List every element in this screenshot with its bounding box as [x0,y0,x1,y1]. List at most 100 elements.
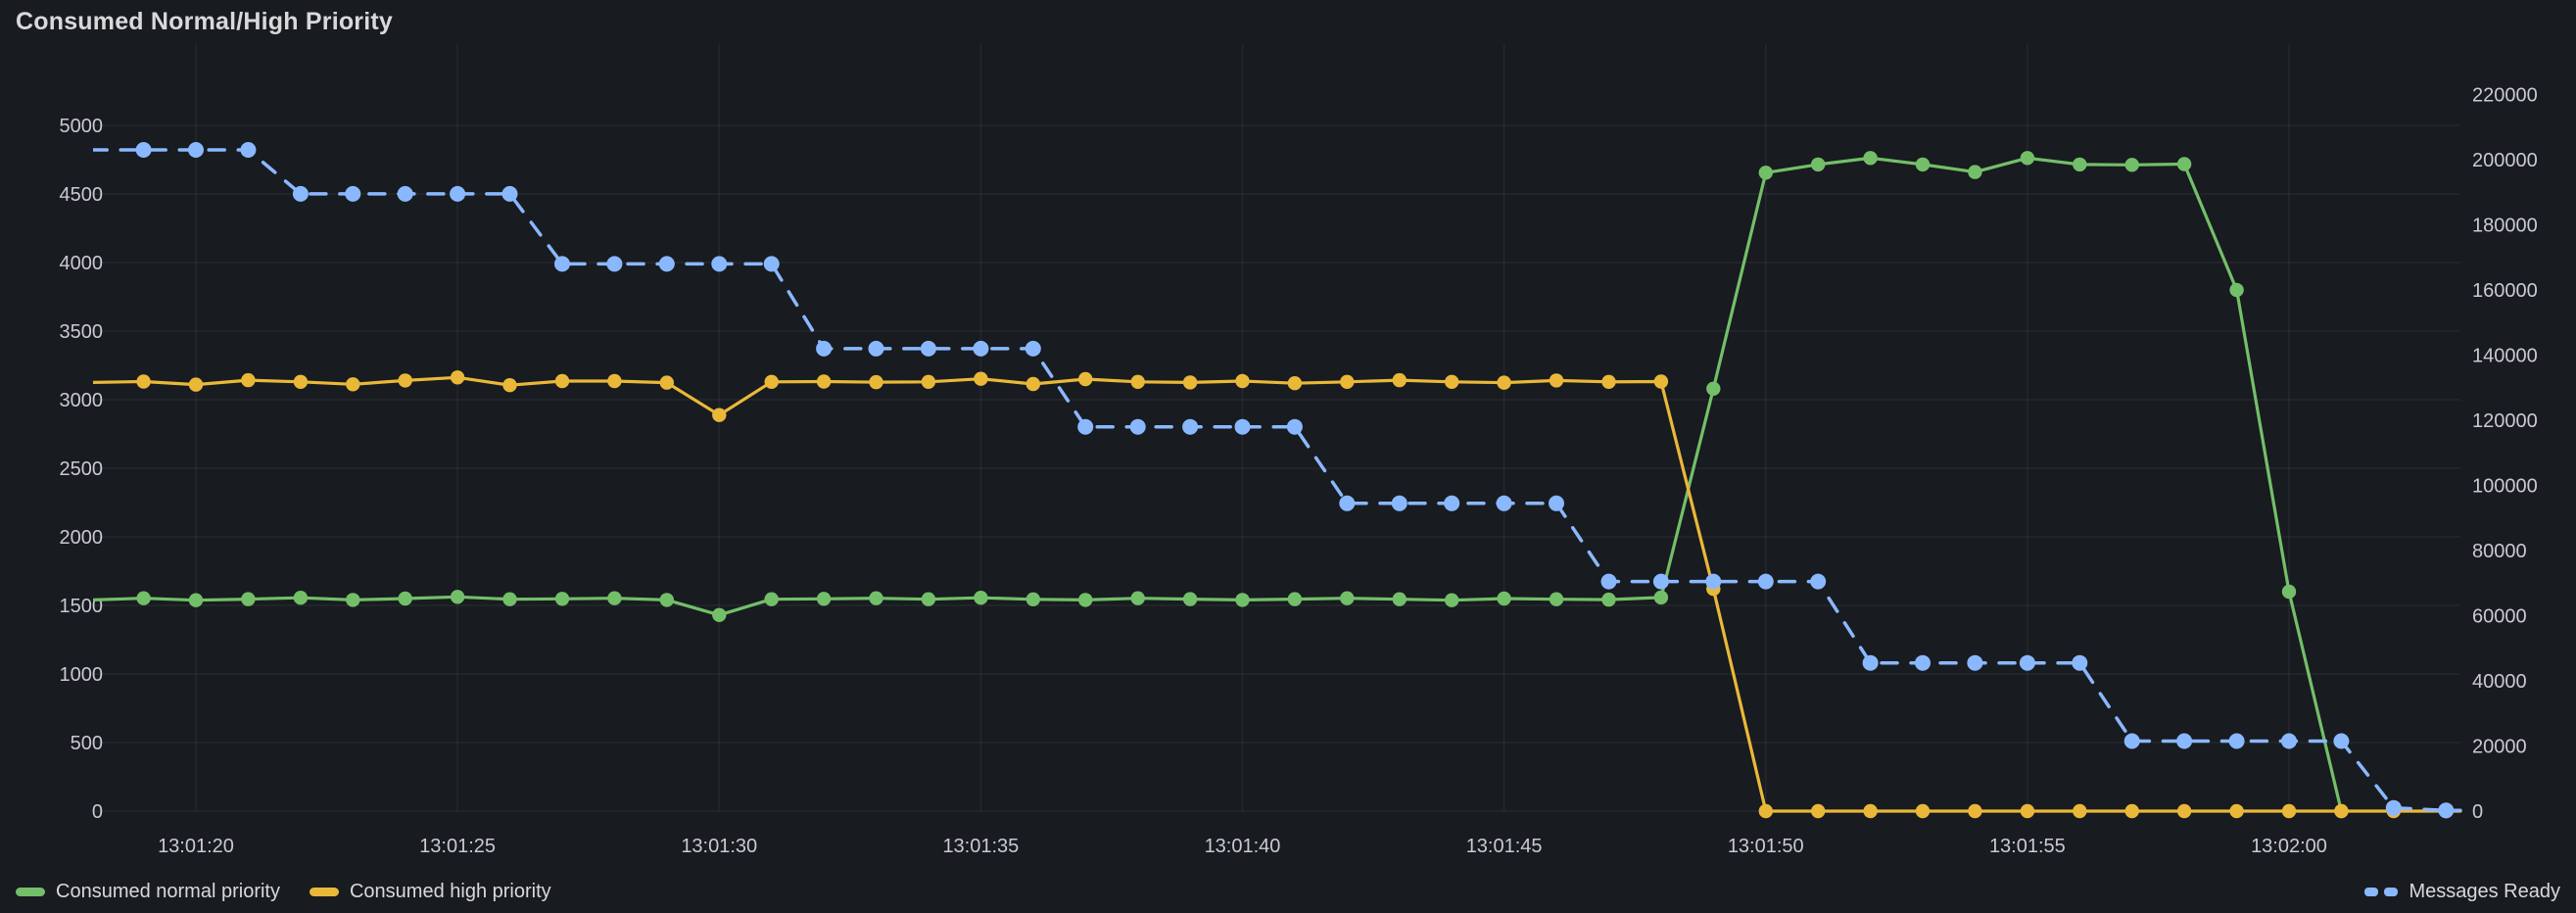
data-point [1968,803,1982,819]
y-right-tick-label: 120000 [2472,410,2538,432]
series-swatch-blue-dashed [2364,887,2399,896]
data-point [292,185,309,202]
data-point [1391,495,1407,511]
x-tick-label: 13:01:20 [158,836,234,857]
data-point [1392,372,1407,388]
data-point [1705,573,1722,590]
data-point [2334,803,2349,819]
data-point [711,256,728,272]
data-point [763,256,780,272]
y-right-tick-label: 20000 [2472,737,2527,758]
data-point [816,592,832,606]
data-point [398,591,412,606]
data-point [1811,157,1826,172]
data-point [2176,733,2193,749]
data-point [1445,593,1459,607]
legend-right-group: Messages Ready [2364,881,2560,903]
legend: Consumed normal priority Consumed high p… [16,875,2560,908]
data-point [1392,592,1407,606]
data-point [345,185,361,202]
data-point [1862,654,1879,671]
data-point [2073,803,2087,819]
data-point [1549,495,1564,511]
series-messages-ready[interactable] [91,142,2462,819]
series-consumed-high-priority[interactable] [91,370,2462,819]
data-point [2281,733,2297,749]
data-point [1339,495,1356,511]
data-point [2020,151,2035,166]
x-tick-label: 13:01:55 [1989,836,2066,857]
data-point [1026,592,1041,606]
y-left-tick-label: 1500 [60,596,104,617]
data-point [241,372,256,388]
data-point [293,591,309,605]
data-point [2281,803,2297,819]
data-point [554,592,570,606]
data-point [136,591,151,605]
y-right-tick-label: 40000 [2472,671,2527,693]
data-point [1234,418,1251,435]
data-point [606,256,623,272]
y-left-tick-label: 0 [92,801,103,823]
data-point [2124,158,2139,172]
data-point [1601,592,1616,607]
y-left-tick-label: 4500 [60,184,104,206]
data-point [1497,375,1511,390]
data-point [2438,802,2455,819]
data-point [1810,573,1827,590]
data-point [1235,593,1250,607]
data-point [1287,376,1303,391]
data-point [1757,573,1774,590]
x-tick-label: 13:01:35 [942,836,1019,857]
legend-left-group: Consumed normal priority Consumed high p… [16,881,551,903]
data-point [1758,166,1774,180]
y-right-tick-label: 180000 [2472,216,2538,237]
y-right-tick-label: 80000 [2472,541,2527,562]
legend-item-consumed-high-priority[interactable]: Consumed high priority [309,881,551,903]
legend-label: Consumed normal priority [56,880,280,902]
y-left-tick-label: 2000 [60,527,104,549]
data-point [1863,803,1878,819]
data-point [2176,157,2192,171]
y-right-tick-label: 0 [2472,801,2483,823]
legend-item-consumed-normal-priority[interactable]: Consumed normal priority [16,881,280,903]
data-point [1811,803,1826,819]
data-point [136,374,151,389]
data-point [607,591,622,605]
data-point [712,607,727,622]
data-point [346,593,360,607]
series-line [93,375,2462,813]
data-point [397,185,413,202]
data-point [764,374,779,389]
data-point [1600,573,1617,590]
data-point [1968,165,1982,179]
data-point [1967,654,1983,671]
data-point [241,592,256,606]
data-point [1652,573,1669,590]
panel-title[interactable]: Consumed Normal/High Priority [16,8,394,35]
series-consumed-normal-priority[interactable] [91,151,2349,819]
data-point [450,370,465,385]
x-axis-labels: 13:01:20 13:01:25 13:01:30 13:01:35 13:01:40… [158,836,2327,857]
data-point [1653,590,1669,605]
data-point [188,377,204,392]
data-point [1182,375,1198,390]
data-point [921,592,936,606]
data-point [502,592,517,606]
legend-item-messages-ready[interactable]: Messages Ready [2364,881,2560,903]
x-tick-label: 13:01:45 [1466,836,1543,857]
data-point [1235,373,1250,389]
series-layer[interactable] [91,142,2462,819]
data-point [2073,157,2087,172]
data-point [712,408,727,422]
data-point [2176,803,2192,819]
data-point [1130,591,1145,605]
data-point [2385,799,2402,816]
data-point [921,374,936,389]
data-point [1129,418,1146,435]
data-point [1445,374,1459,389]
y-left-tick-label: 5000 [60,116,104,137]
data-point [868,340,884,357]
